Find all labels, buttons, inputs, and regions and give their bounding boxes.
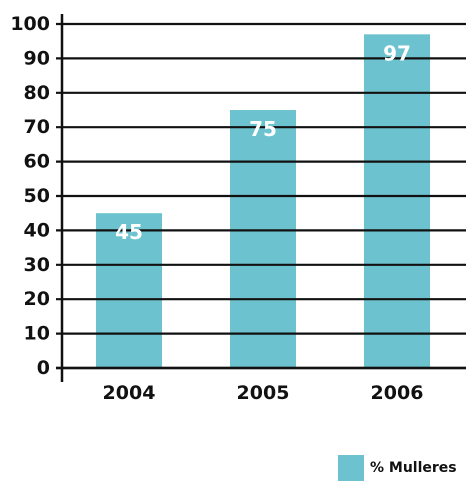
data-labels: 45 75 97 <box>115 41 411 244</box>
axes <box>56 14 466 382</box>
y-tick-label-10: 10 <box>24 323 50 345</box>
data-label-2004: 45 <box>115 220 143 244</box>
bar-2005 <box>230 110 296 368</box>
bar-2006 <box>364 34 430 368</box>
x-tick-label-2006: 2006 <box>371 382 424 404</box>
legend-label: % Mulleres <box>370 460 457 476</box>
gridlines <box>56 22 466 370</box>
y-tick-label-70: 70 <box>24 116 50 138</box>
bars <box>96 34 430 368</box>
x-tick-label-2005: 2005 <box>237 382 290 404</box>
y-tick-label-40: 40 <box>24 219 50 241</box>
bar-2004 <box>96 213 162 368</box>
legend: % Mulleres <box>338 455 457 481</box>
y-tick-labels: 0 10 20 30 40 50 60 70 80 90 100 <box>10 13 50 379</box>
y-tick-label-90: 90 <box>24 47 50 69</box>
legend-swatch <box>338 455 364 481</box>
y-tick-label-60: 60 <box>24 151 50 173</box>
x-tick-label-2004: 2004 <box>103 382 156 404</box>
data-label-2005: 75 <box>249 117 277 141</box>
y-tick-label-20: 20 <box>24 288 50 310</box>
y-tick-label-80: 80 <box>24 82 50 104</box>
y-tick-label-50: 50 <box>24 185 50 207</box>
y-tick-label-30: 30 <box>24 254 50 276</box>
x-tick-labels: 2004 2005 2006 <box>103 382 424 404</box>
y-tick-label-0: 0 <box>37 357 50 379</box>
y-tick-label-100: 100 <box>10 13 50 35</box>
data-label-2006: 97 <box>383 41 411 65</box>
